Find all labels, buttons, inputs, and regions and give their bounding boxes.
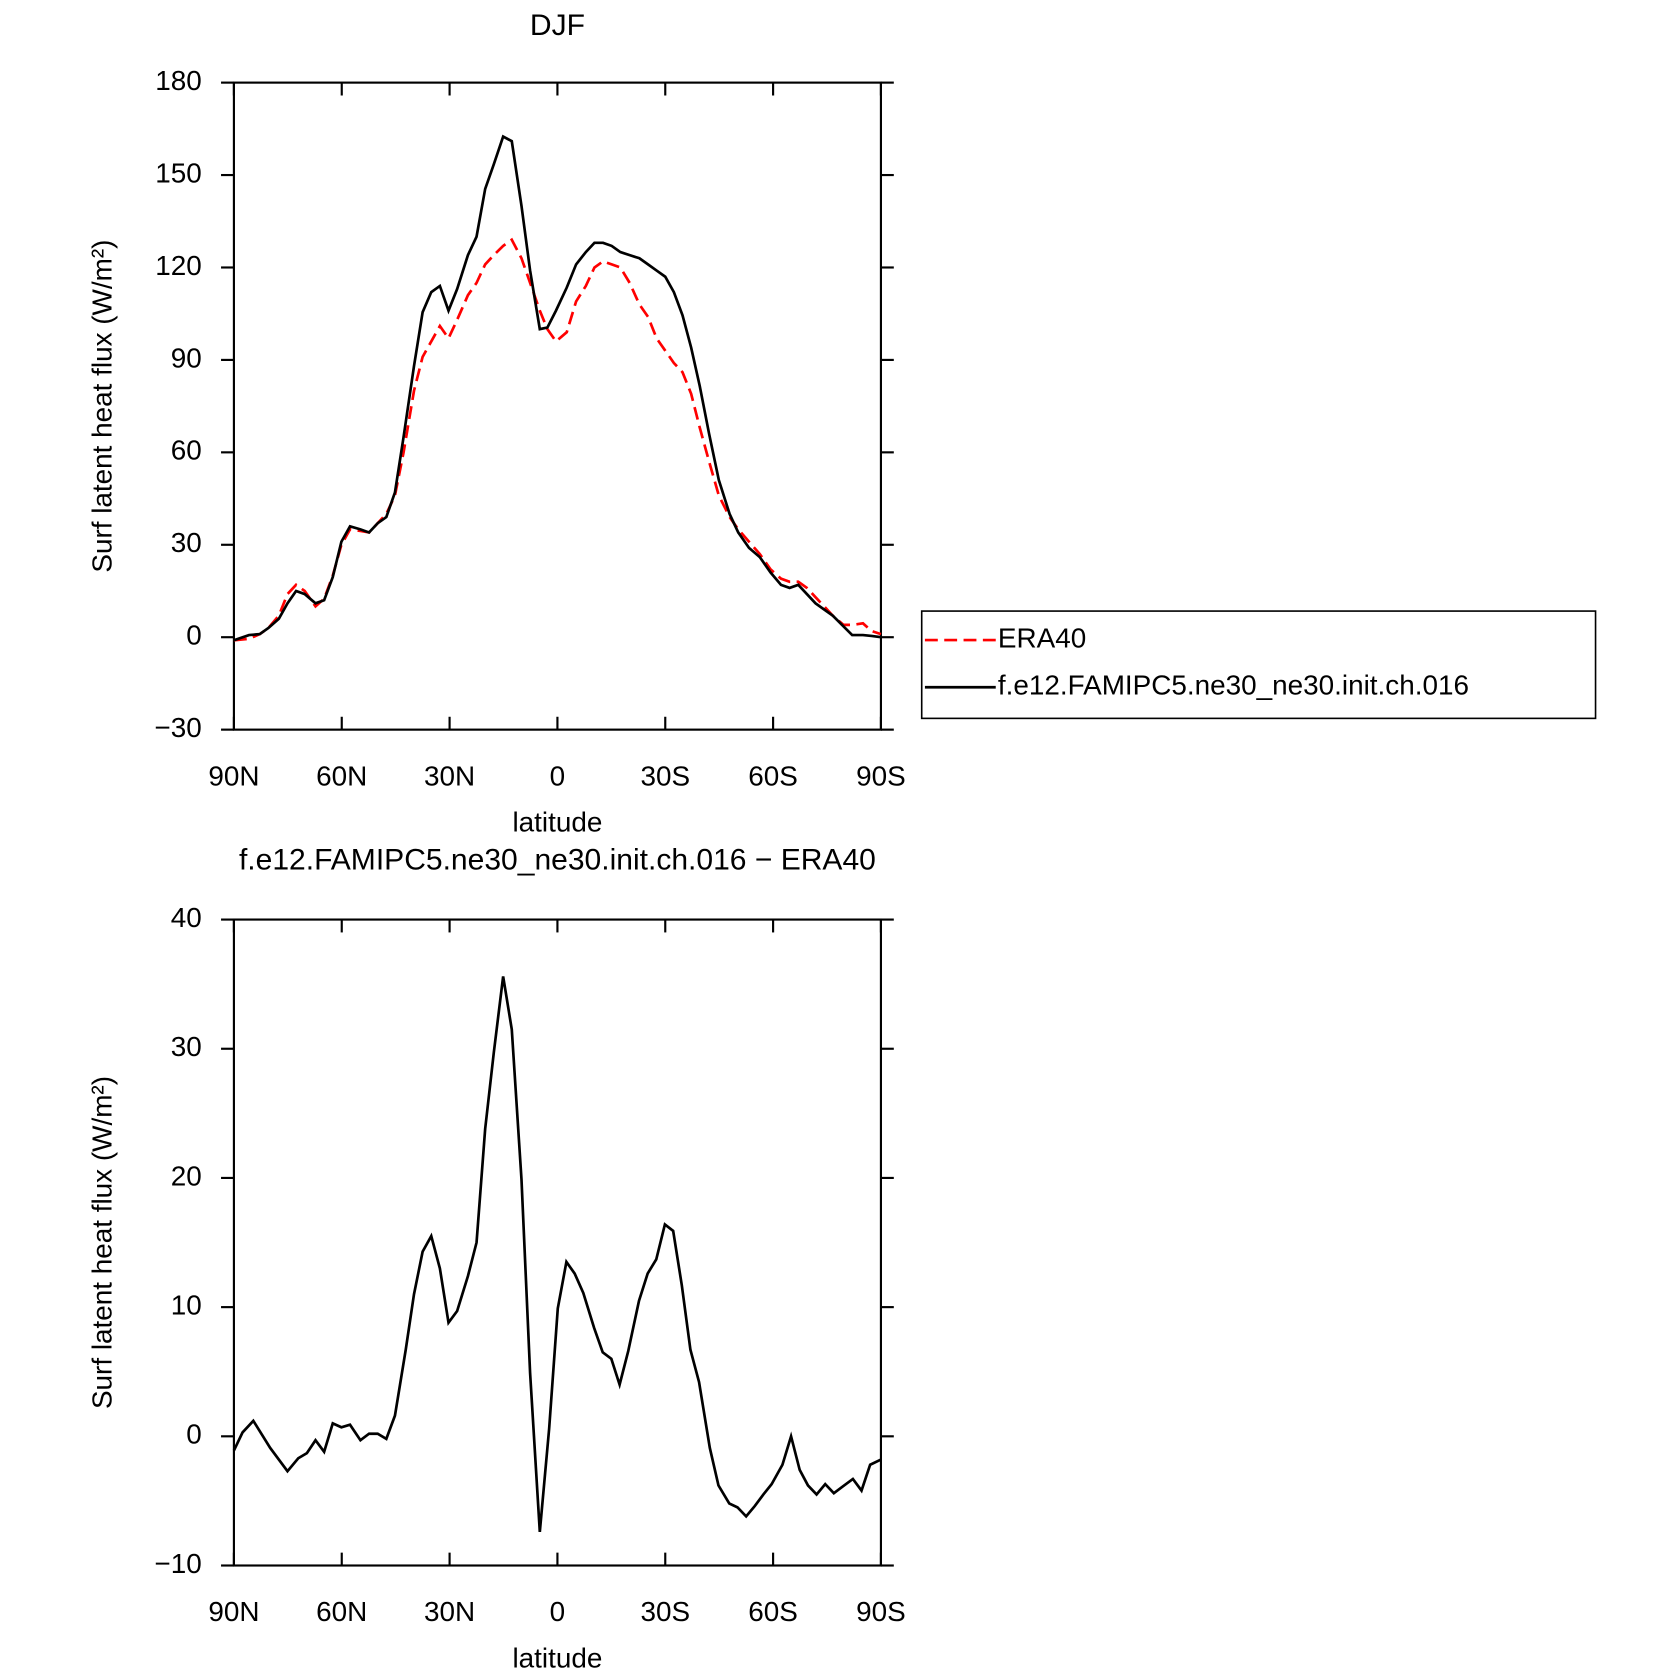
x-tick-label: 0 <box>550 760 566 791</box>
y-tick-label: 90 <box>171 342 202 373</box>
x-tick-label: 30N <box>424 1596 475 1627</box>
plot-frame <box>232 81 883 731</box>
y-tick-label: 180 <box>155 65 202 96</box>
x-axis-label: latitude <box>512 806 602 837</box>
y-tick-label: 60 <box>171 435 202 466</box>
x-tick-label: 60N <box>316 1596 367 1627</box>
y-tick-label: 30 <box>171 527 202 558</box>
y-tick-label: 0 <box>186 620 202 651</box>
x-tick-label: 0 <box>550 1596 566 1627</box>
data-line <box>233 134 882 642</box>
y-tick-label: 20 <box>171 1160 202 1191</box>
x-tick-label: 60S <box>748 1596 798 1627</box>
x-tick-label: 90N <box>208 1596 259 1627</box>
y-tick-label: 30 <box>171 1031 202 1062</box>
x-tick-label: 60N <box>316 760 367 791</box>
y-tick-label: 120 <box>155 250 202 281</box>
data-line <box>232 976 882 1533</box>
x-axis-label: latitude <box>512 1642 602 1673</box>
x-tick-label: 30N <box>424 760 475 791</box>
x-tick-label: 90N <box>208 760 259 791</box>
chart-title: f.e12.FAMIPC5.ne30_ne30.init.ch.016 − ER… <box>239 844 876 877</box>
chart-title: DJF <box>530 9 585 42</box>
y-tick-label: 40 <box>171 902 202 933</box>
y-axis-label: Surf latent heat flux (W/m²) <box>86 240 117 573</box>
plot-area: DJF 90N 60N 30N 0 30S 60S 90S −30 0 30 60 90 120 150 18… <box>86 9 1597 1673</box>
legend-box <box>920 610 1597 720</box>
legend-label: f.e12.FAMIPC5.ne30_ne30.init.ch.016 <box>998 670 1469 701</box>
x-tick-label: 30S <box>640 760 690 791</box>
data-line <box>233 237 882 642</box>
y-tick-label: 10 <box>171 1290 202 1321</box>
x-tick-label: 90S <box>856 1596 906 1627</box>
plot-frame <box>232 918 883 1567</box>
x-tick-label: 90S <box>856 760 906 791</box>
x-tick-label: 60S <box>748 760 798 791</box>
legend-label: ERA40 <box>998 622 1086 653</box>
y-tick-label: −10 <box>154 1548 201 1579</box>
x-tick-label: 30S <box>640 1596 690 1627</box>
y-tick-label: 0 <box>186 1419 202 1450</box>
y-axis-label: Surf latent heat flux (W/m²) <box>86 1076 117 1409</box>
y-tick-label: 150 <box>155 157 202 188</box>
y-tick-label: −30 <box>154 712 201 743</box>
